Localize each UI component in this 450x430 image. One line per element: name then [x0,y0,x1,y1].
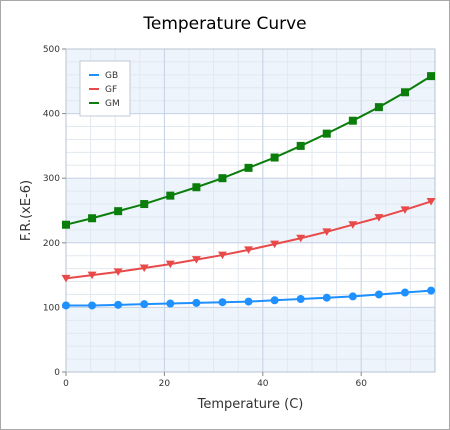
data-point-gf [322,228,332,236]
x-axis-label: Temperature (C) [197,397,304,412]
data-point-gf [296,234,306,243]
chart-title: Temperature Curve [143,14,307,34]
legend-label-gb: GB [105,71,118,81]
data-point-gm [427,72,436,81]
data-point-gm [114,207,123,216]
data-point-gm [400,88,409,97]
data-point-gb [114,300,123,309]
data-point-gb [192,298,201,307]
data-point-gb [296,295,305,304]
data-point-gb [374,290,383,299]
data-point-gb [62,301,70,310]
plot-band [66,307,435,372]
data-point-gm [270,153,279,162]
data-point-gb [270,296,279,305]
legend-box [79,60,131,117]
data-point-gb [88,301,97,310]
plot-band [66,178,435,243]
x-tick-label: 20 [159,379,171,389]
legend-label-gf: GF [105,85,117,95]
data-point-gm [374,103,383,112]
y-tick-label: 0 [54,368,60,378]
data-point-gf [244,246,254,254]
data-point-gf [139,264,149,272]
data-point-gf [400,206,410,214]
data-point-gf [165,260,175,269]
data-point-gm [348,116,357,125]
data-point-gb [218,298,227,307]
data-point-gb [427,286,436,295]
data-point-gf [426,197,436,206]
data-point-gb [166,299,175,308]
y-tick-label: 400 [43,110,60,120]
data-point-gb [140,300,149,309]
x-tick-label: 40 [257,379,269,389]
data-point-gm [192,183,201,192]
data-point-gm [140,200,149,209]
data-point-gb [322,293,331,302]
y-tick-label: 300 [43,174,60,184]
data-point-gf [217,251,227,260]
data-point-gb [400,288,409,297]
data-point-gm [88,214,97,223]
data-point-gf [374,214,384,222]
data-point-gm [322,129,331,138]
legend-label-gm: GM [105,99,120,109]
x-tick-label: 60 [355,379,367,389]
y-tick-label: 100 [43,303,60,313]
data-point-gf [191,256,201,264]
data-point-gm [244,163,253,172]
data-point-gf [348,221,358,229]
data-point-gf [87,271,97,280]
data-point-gm [62,220,70,229]
data-point-gm [218,174,227,183]
data-point-gf [61,274,71,283]
data-point-gb [348,292,357,301]
x-tick-label: 0 [63,379,69,389]
y-tick-label: 500 [43,45,60,55]
plot-border [65,48,436,373]
data-point-gb [244,297,253,306]
y-axis-label: F.R.(xE-6) [19,180,34,241]
y-tick-label: 200 [43,239,60,249]
data-point-gf [270,240,280,249]
data-point-gm [166,191,175,200]
data-point-gf [113,268,123,276]
data-point-gm [296,141,305,150]
